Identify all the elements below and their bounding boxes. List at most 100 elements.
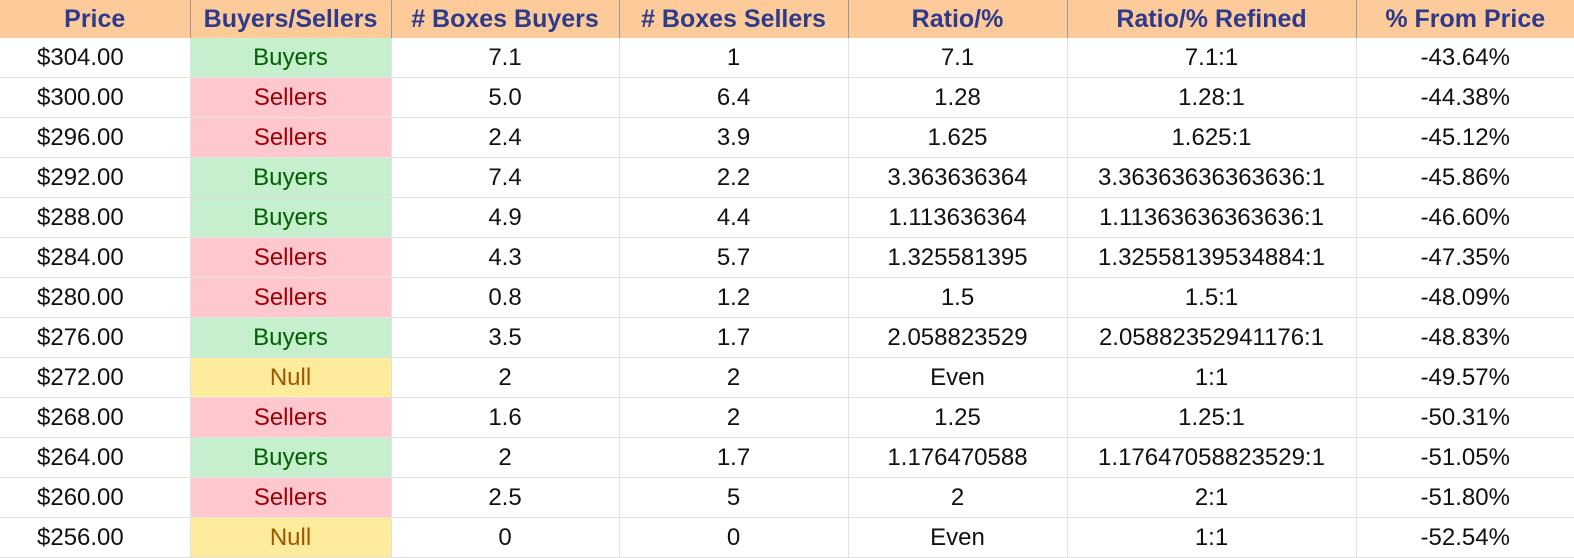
- price-cell: $304.00: [0, 38, 191, 78]
- boxes-buyers-cell: 2.5: [391, 477, 620, 518]
- boxes-buyers-cell: 7.1: [391, 38, 620, 78]
- ratio-refined-cell: 1.17647058823529:1: [1067, 437, 1357, 478]
- ratio-refined-cell: 3.36363636363636:1: [1067, 157, 1357, 198]
- header-row: Price Buyers/Sellers # Boxes Buyers # Bo…: [0, 0, 1574, 38]
- boxes-buyers-cell: 4.9: [391, 197, 620, 238]
- table-row: $264.00 Buyers 2 1.7 1.176470588 1.1764705882…: [0, 437, 1574, 478]
- table-row: $268.00 Sellers 1.6 2 1.25 1.25:1 -50.31%: [0, 397, 1574, 438]
- boxes-sellers-cell: 2.2: [619, 157, 849, 198]
- header-boxes-sellers: # Boxes Sellers: [619, 0, 849, 38]
- side-cell: Sellers: [190, 277, 392, 318]
- side-cell: Buyers: [190, 38, 392, 78]
- boxes-buyers-cell: 0: [391, 517, 620, 558]
- side-cell: Buyers: [190, 437, 392, 478]
- header-ratio-refined: Ratio/% Refined: [1067, 0, 1357, 38]
- ratio-refined-cell: 1.5:1: [1067, 277, 1357, 318]
- side-cell: Sellers: [190, 397, 392, 438]
- ratio-refined-cell: 2:1: [1067, 477, 1357, 518]
- side-cell: Sellers: [190, 77, 392, 118]
- from-price-cell: -52.54%: [1356, 517, 1574, 558]
- ratio-refined-cell: 1.11363636363636:1: [1067, 197, 1357, 238]
- boxes-buyers-cell: 1.6: [391, 397, 620, 438]
- boxes-buyers-cell: 0.8: [391, 277, 620, 318]
- from-price-cell: -43.64%: [1356, 38, 1574, 78]
- ratio-refined-cell: 1:1: [1067, 517, 1357, 558]
- side-cell: Null: [190, 357, 392, 398]
- ratio-cell: 1.28: [848, 77, 1068, 118]
- ratio-refined-cell: 2.05882352941176:1: [1067, 317, 1357, 358]
- boxes-buyers-cell: 3.5: [391, 317, 620, 358]
- boxes-sellers-cell: 3.9: [619, 117, 849, 158]
- boxes-sellers-cell: 0: [619, 517, 849, 558]
- price-cell: $276.00: [0, 317, 191, 358]
- ratio-cell: 1.625: [848, 117, 1068, 158]
- ratio-cell: 1.176470588: [848, 437, 1068, 478]
- boxes-sellers-cell: 5: [619, 477, 849, 518]
- boxes-buyers-cell: 7.4: [391, 157, 620, 198]
- table-body: $304.00 Buyers 7.1 1 7.1 7.1:1 -43.64% $300.00 S…: [0, 38, 1574, 558]
- price-cell: $264.00: [0, 437, 191, 478]
- side-cell: Sellers: [190, 237, 392, 278]
- from-price-cell: -45.86%: [1356, 157, 1574, 198]
- ratio-cell: 7.1: [848, 38, 1068, 78]
- boxes-sellers-cell: 5.7: [619, 237, 849, 278]
- table-row: $304.00 Buyers 7.1 1 7.1 7.1:1 -43.64%: [0, 38, 1574, 78]
- boxes-sellers-cell: 1.7: [619, 437, 849, 478]
- side-cell: Null: [190, 517, 392, 558]
- ratio-refined-cell: 1.25:1: [1067, 397, 1357, 438]
- table-row: $284.00 Sellers 4.3 5.7 1.325581395 1.3255813…: [0, 237, 1574, 278]
- boxes-sellers-cell: 1.2: [619, 277, 849, 318]
- side-cell: Buyers: [190, 157, 392, 198]
- price-cell: $256.00: [0, 517, 191, 558]
- ratio-cell: Even: [848, 517, 1068, 558]
- table-row: $272.00 Null 2 2 Even 1:1 -49.57%: [0, 357, 1574, 398]
- boxes-buyers-cell: 2: [391, 437, 620, 478]
- ratio-cell: 2.058823529: [848, 317, 1068, 358]
- ratio-refined-cell: 1:1: [1067, 357, 1357, 398]
- boxes-sellers-cell: 2: [619, 357, 849, 398]
- table-row: $292.00 Buyers 7.4 2.2 3.363636364 3.36363636…: [0, 157, 1574, 198]
- price-cell: $272.00: [0, 357, 191, 398]
- side-cell: Sellers: [190, 477, 392, 518]
- header-from-price: % From Price: [1356, 0, 1574, 38]
- ratio-cell: 1.325581395: [848, 237, 1068, 278]
- from-price-cell: -49.57%: [1356, 357, 1574, 398]
- table-row: $300.00 Sellers 5.0 6.4 1.28 1.28:1 -44.38%: [0, 77, 1574, 118]
- table-row: $280.00 Sellers 0.8 1.2 1.5 1.5:1 -48.09%: [0, 277, 1574, 318]
- ratio-cell: 2: [848, 477, 1068, 518]
- from-price-cell: -47.35%: [1356, 237, 1574, 278]
- ratio-cell: 1.5: [848, 277, 1068, 318]
- from-price-cell: -48.09%: [1356, 277, 1574, 318]
- price-cell: $268.00: [0, 397, 191, 438]
- price-cell: $284.00: [0, 237, 191, 278]
- from-price-cell: -44.38%: [1356, 77, 1574, 118]
- boxes-sellers-cell: 4.4: [619, 197, 849, 238]
- table-row: $256.00 Null 0 0 Even 1:1 -52.54%: [0, 517, 1574, 558]
- side-cell: Buyers: [190, 197, 392, 238]
- from-price-cell: -50.31%: [1356, 397, 1574, 438]
- boxes-buyers-cell: 5.0: [391, 77, 620, 118]
- ratio-refined-cell: 1.28:1: [1067, 77, 1357, 118]
- boxes-buyers-cell: 2.4: [391, 117, 620, 158]
- side-cell: Sellers: [190, 117, 392, 158]
- boxes-buyers-cell: 4.3: [391, 237, 620, 278]
- from-price-cell: -48.83%: [1356, 317, 1574, 358]
- header-ratio: Ratio/%: [848, 0, 1068, 38]
- ratio-cell: 1.25: [848, 397, 1068, 438]
- table-row: $276.00 Buyers 3.5 1.7 2.058823529 2.05882352…: [0, 317, 1574, 358]
- from-price-cell: -46.60%: [1356, 197, 1574, 238]
- price-cell: $296.00: [0, 117, 191, 158]
- price-cell: $260.00: [0, 477, 191, 518]
- price-cell: $288.00: [0, 197, 191, 238]
- ratio-refined-cell: 1.32558139534884:1: [1067, 237, 1357, 278]
- ratio-cell: 3.363636364: [848, 157, 1068, 198]
- price-cell: $280.00: [0, 277, 191, 318]
- boxes-sellers-cell: 1.7: [619, 317, 849, 358]
- header-buyers-sellers: Buyers/Sellers: [190, 0, 392, 38]
- table-row: $260.00 Sellers 2.5 5 2 2:1 -51.80%: [0, 477, 1574, 518]
- ratio-refined-cell: 7.1:1: [1067, 38, 1357, 78]
- ratio-cell: Even: [848, 357, 1068, 398]
- boxes-sellers-cell: 1: [619, 38, 849, 78]
- ratio-cell: 1.113636364: [848, 197, 1068, 238]
